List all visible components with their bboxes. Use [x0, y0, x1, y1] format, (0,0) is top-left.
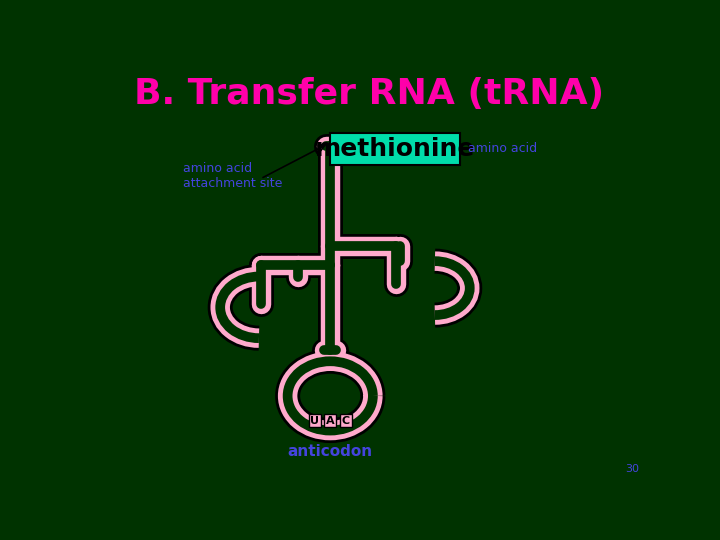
FancyBboxPatch shape [324, 414, 336, 427]
Text: 30: 30 [626, 464, 639, 474]
FancyBboxPatch shape [309, 414, 321, 427]
Text: B. Transfer RNA (tRNA): B. Transfer RNA (tRNA) [134, 77, 604, 111]
FancyBboxPatch shape [330, 132, 461, 165]
Text: anticodon: anticodon [288, 444, 373, 459]
Text: amino acid: amino acid [468, 142, 537, 155]
FancyBboxPatch shape [340, 414, 352, 427]
Text: amino acid
attachment site: amino acid attachment site [183, 163, 282, 191]
Text: A: A [326, 416, 335, 426]
Text: methionine: methionine [315, 137, 475, 161]
Text: C: C [342, 416, 350, 426]
Text: U: U [310, 416, 319, 426]
